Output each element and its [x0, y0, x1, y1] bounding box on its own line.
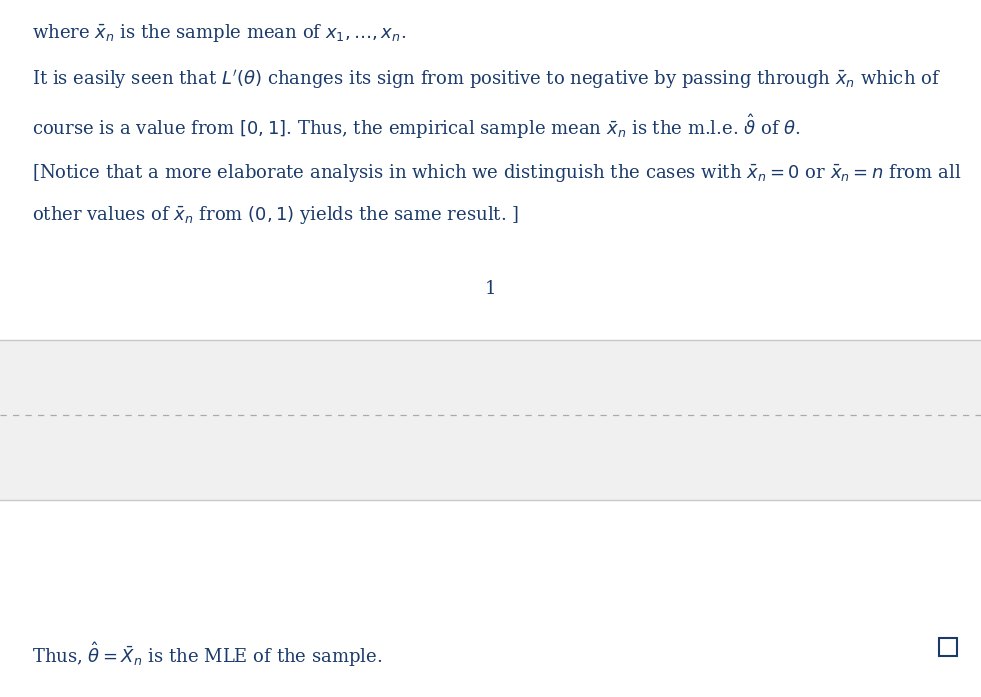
Text: other values of $\bar{x}_n$ from $(0, 1)$ yields the same result. ]: other values of $\bar{x}_n$ from $(0, 1)… [32, 204, 519, 226]
Bar [939, 638, 957, 656]
Text: course is a value from $[0, 1]$. Thus, the empirical sample mean $\bar{x}_n$ is : course is a value from $[0, 1]$. Thus, t… [32, 112, 800, 141]
Text: Thus, $\hat{\theta} = \bar{X}_n$ is the MLE of the sample.: Thus, $\hat{\theta} = \bar{X}_n$ is the … [32, 640, 383, 668]
Bar [0, 0, 981, 340]
Text: 1: 1 [485, 280, 496, 298]
Text: where $\bar{x}_n$ is the sample mean of $x_1, \ldots, x_n$.: where $\bar{x}_n$ is the sample mean of … [32, 22, 406, 44]
Bar [0, 500, 981, 697]
Text: It is easily seen that $L^{\prime}(\theta)$ changes its sign from positive to ne: It is easily seen that $L^{\prime}(\thet… [32, 68, 941, 91]
Text: [Notice that a more elaborate analysis in which we distinguish the cases with $\: [Notice that a more elaborate analysis i… [32, 162, 961, 184]
Bar [0, 340, 981, 500]
